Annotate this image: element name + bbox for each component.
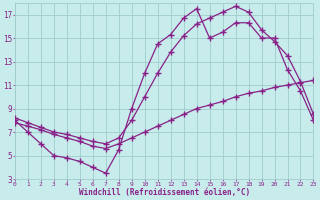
X-axis label: Windchill (Refroidissement éolien,°C): Windchill (Refroidissement éolien,°C) [79,188,250,197]
